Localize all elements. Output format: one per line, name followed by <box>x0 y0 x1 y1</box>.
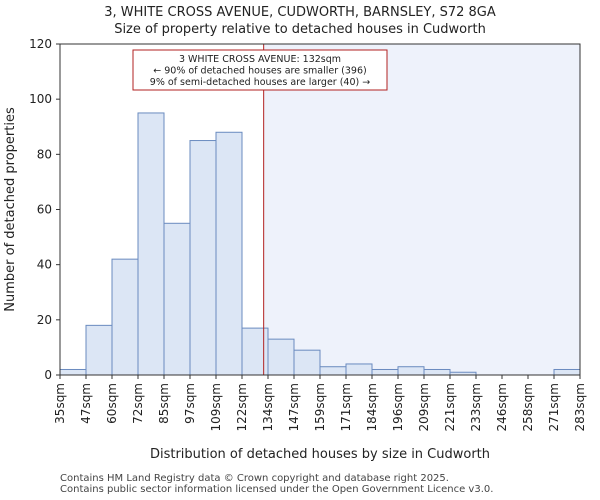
x-tick-label: 184sqm <box>365 383 379 431</box>
x-tick-label: 271sqm <box>547 383 561 431</box>
x-tick-label: 159sqm <box>313 383 327 431</box>
bar-60sqm <box>111 258 139 376</box>
x-tick-label: 35sqm <box>53 383 67 424</box>
x-tick-label: 246sqm <box>495 383 509 431</box>
x-tick-label: 97sqm <box>183 383 197 424</box>
larger-region-shade <box>263 44 580 375</box>
bar-134sqm <box>267 338 295 376</box>
bar-184sqm <box>371 368 399 376</box>
x-tick-label: 47sqm <box>79 383 93 424</box>
bar-196sqm <box>397 366 425 376</box>
bar-97sqm <box>189 140 217 376</box>
x-tick-label: 60sqm <box>105 383 119 424</box>
y-tick-label: 80 <box>37 147 52 161</box>
bar-109sqm <box>215 131 243 376</box>
x-axis-title: Distribution of detached houses by size … <box>150 447 490 462</box>
annotation-line-1: 3 WHITE CROSS AVENUE: 132sqm <box>179 54 341 65</box>
x-tick-label: 72sqm <box>131 383 145 424</box>
bar-35sqm <box>59 368 87 376</box>
x-tick-label: 171sqm <box>339 383 353 431</box>
footer-line-2: Contains public sector information licen… <box>60 484 494 495</box>
x-tick-label: 209sqm <box>417 383 431 431</box>
footer-line-1: Contains HM Land Registry data © Crown c… <box>60 473 449 484</box>
x-tick-label: 233sqm <box>469 383 483 431</box>
y-tick-label: 60 <box>37 203 52 217</box>
bar-147sqm <box>293 349 321 376</box>
x-tick-label: 134sqm <box>261 383 275 431</box>
y-tick-label: 40 <box>37 258 52 272</box>
y-tick-label: 120 <box>29 37 52 51</box>
annotation-line-2: ← 90% of detached houses are smaller (39… <box>153 66 366 77</box>
y-tick-label: 20 <box>37 313 52 327</box>
x-tick-label: 122sqm <box>235 383 249 431</box>
x-tick-label: 109sqm <box>209 383 223 431</box>
bar-159sqm <box>319 366 347 376</box>
x-tick-label: 147sqm <box>287 383 301 431</box>
bar-47sqm <box>85 324 113 376</box>
x-tick-label: 85sqm <box>157 383 171 424</box>
bar-171sqm <box>345 363 373 376</box>
chart-title: 3, WHITE CROSS AVENUE, CUDWORTH, BARNSLE… <box>104 5 496 20</box>
y-tick-label: 0 <box>44 368 52 382</box>
annotation-line-3: 9% of semi-detached houses are larger (4… <box>150 77 370 88</box>
y-axis-title: Number of detached properties <box>3 107 18 312</box>
x-tick-label: 283sqm <box>573 383 587 431</box>
bar-209sqm <box>423 368 451 376</box>
x-tick-label: 221sqm <box>443 383 457 431</box>
x-tick-label: 258sqm <box>521 383 535 431</box>
bar-85sqm <box>163 222 191 376</box>
bar-271sqm <box>553 368 581 376</box>
chart-subtitle: Size of property relative to detached ho… <box>114 22 486 37</box>
x-tick-label: 196sqm <box>391 383 405 431</box>
annotation-box <box>132 49 388 91</box>
y-tick-label: 100 <box>29 92 52 106</box>
bar-72sqm <box>137 112 165 376</box>
